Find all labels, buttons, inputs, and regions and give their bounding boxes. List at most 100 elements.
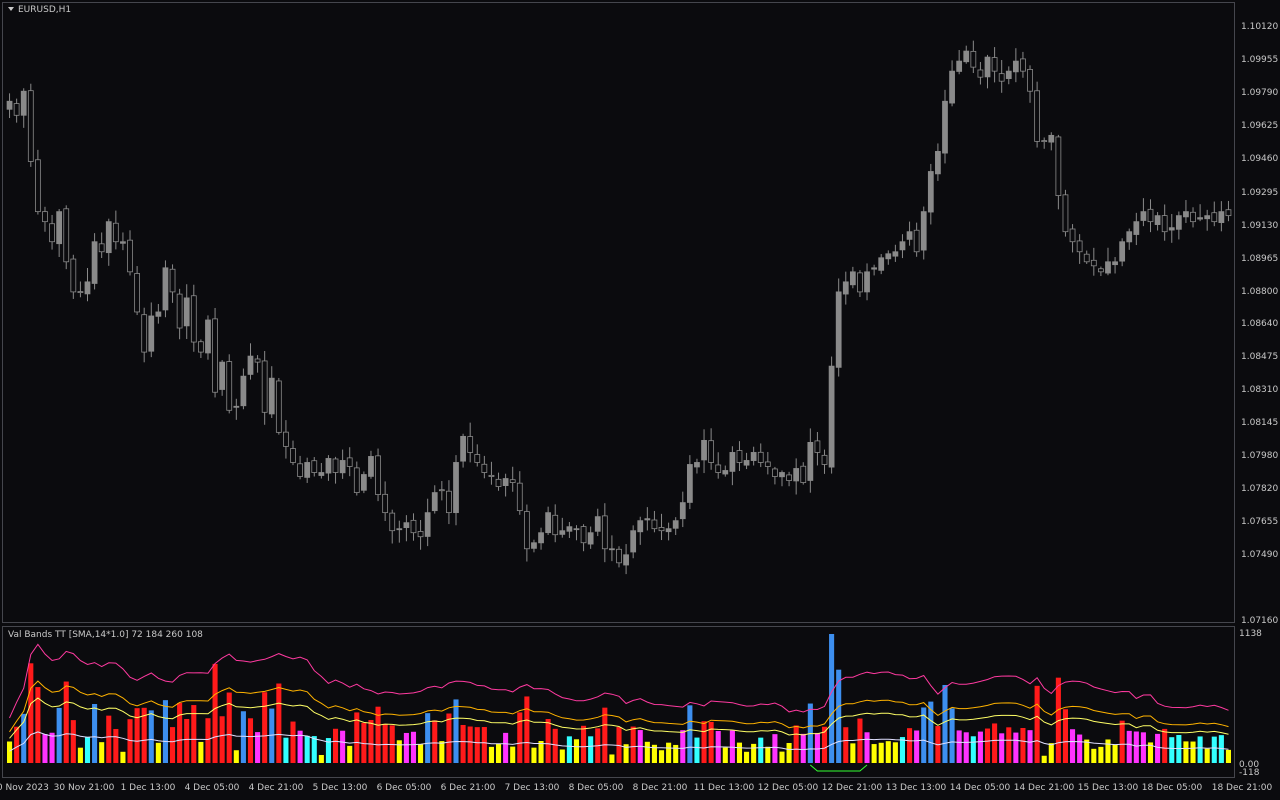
candle [148, 302, 155, 358]
chevron-down-icon[interactable] [8, 7, 14, 11]
volume-bar [1062, 709, 1069, 763]
volume-bar [70, 720, 76, 763]
volume-bar [1070, 729, 1076, 763]
time-axis-label: 1 Dec 13:00 [120, 783, 176, 793]
candle [516, 471, 523, 515]
volume-bar [347, 745, 353, 763]
candle [176, 288, 183, 340]
candle [821, 449, 828, 474]
price-axis-label: 1.07655 [1241, 516, 1279, 527]
volume-bar [439, 741, 445, 763]
indicator-pane[interactable] [2, 626, 1235, 778]
candle [1112, 257, 1118, 274]
volume-bar [524, 696, 530, 763]
candle [849, 266, 856, 289]
candle [474, 444, 481, 467]
candle [339, 449, 346, 479]
time-axis-label: 15 Dec 13:00 [1077, 783, 1139, 793]
candle [311, 457, 318, 477]
candle [346, 447, 353, 477]
candle [892, 244, 899, 262]
volume-bar [269, 708, 275, 763]
volume-bar [474, 727, 480, 763]
candle [27, 83, 34, 167]
main-chart-pane[interactable] [2, 2, 1235, 623]
volume-bar [42, 734, 48, 763]
volume-bar [1034, 685, 1040, 763]
volume-bar [644, 741, 650, 763]
time-axis-label: 7 Dec 13:00 [504, 783, 560, 793]
candle [970, 40, 977, 73]
volume-bar [212, 663, 218, 763]
volume-bar [744, 751, 750, 763]
volume-bar [495, 743, 502, 763]
volume-bar [226, 692, 232, 763]
volume-bar [425, 713, 431, 763]
candle [793, 458, 800, 495]
price-chart-canvas[interactable] [0, 0, 1235, 625]
volume-bar [736, 742, 743, 763]
volume-bar [155, 742, 161, 763]
candle [198, 339, 204, 358]
candle [708, 428, 715, 470]
candle [1119, 238, 1126, 267]
volume-bar [814, 732, 820, 763]
candle [545, 506, 552, 535]
price-axis-label: 1.08965 [1241, 253, 1279, 264]
volume-bar [914, 730, 920, 763]
volume-bar [857, 718, 863, 763]
volume-bar [290, 721, 296, 763]
volume-bar [566, 736, 572, 763]
candle [120, 232, 126, 251]
candle [332, 456, 339, 484]
volume-bar [1119, 720, 1125, 763]
volume-bar [106, 715, 112, 763]
candle [1197, 204, 1203, 222]
volume-bar [1183, 741, 1189, 763]
volume-bar [1176, 735, 1182, 763]
candle [77, 281, 84, 298]
time-axis-label: 5 Dec 13:00 [312, 783, 368, 793]
candle [913, 222, 920, 257]
candle [112, 210, 119, 250]
candle [240, 368, 247, 410]
volume-bar [1155, 733, 1161, 763]
volume-bar [843, 727, 849, 763]
candle [637, 516, 644, 545]
volume-bar [680, 730, 686, 763]
candle [297, 455, 303, 480]
price-axis-label: 1.09625 [1241, 121, 1279, 132]
volume-bar [368, 719, 374, 763]
candle [488, 461, 495, 485]
candle [360, 471, 367, 494]
volume-bar [432, 720, 438, 763]
volume-bar [14, 726, 20, 763]
candle [531, 539, 537, 553]
candle [935, 143, 941, 181]
price-axis-label: 1.08640 [1241, 319, 1279, 329]
volume-bar [488, 746, 494, 763]
candle [1154, 212, 1161, 231]
volume-bar [510, 746, 516, 763]
candle [743, 452, 750, 470]
volume-bar [949, 708, 955, 763]
time-axis-label: 4 Dec 21:00 [248, 783, 304, 793]
symbol-title[interactable]: EURUSD,H1 [8, 5, 71, 15]
volume-bar [581, 725, 587, 763]
indicator-chart-canvas[interactable] [0, 0, 1235, 780]
volume-bar [255, 732, 261, 763]
candle [410, 513, 417, 541]
candle [864, 263, 870, 301]
candle [467, 422, 474, 463]
candle [1098, 266, 1104, 277]
volume-bar [7, 741, 13, 763]
candle [623, 544, 629, 575]
price-axis-label: 1.08475 [1241, 352, 1279, 363]
volume-bar [205, 718, 211, 763]
volume-bar [892, 742, 898, 763]
volume-bar [49, 732, 55, 763]
candle [630, 525, 637, 559]
volume-bar [779, 751, 785, 763]
candle [1055, 134, 1062, 210]
candle [403, 515, 410, 542]
